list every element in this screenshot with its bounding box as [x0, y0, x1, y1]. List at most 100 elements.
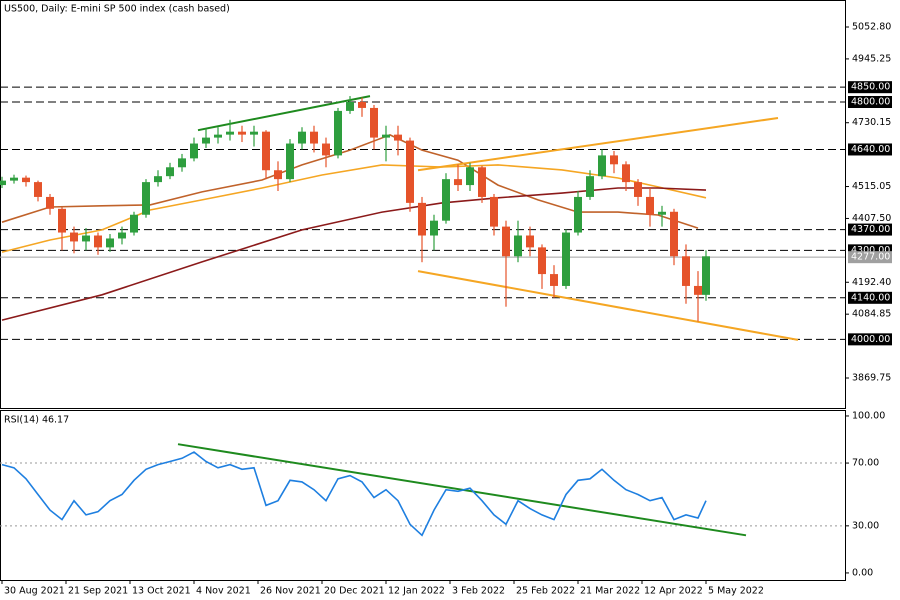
candle-body [34, 182, 42, 197]
level-label-box [848, 333, 892, 346]
chart-title: US500, Daily: E-mini SP 500 index (cash … [4, 4, 230, 15]
candle-body [682, 256, 690, 286]
candle-body [22, 177, 30, 183]
rsi-title: RSI(14) 46.17 [4, 415, 69, 426]
candle-body [262, 131, 270, 171]
candle-body [286, 143, 294, 180]
candle-body [574, 196, 582, 233]
x-tick-label: 20 Dec 2021 [324, 586, 385, 597]
level-label: 4640.00 [851, 144, 890, 155]
candle-body [622, 164, 630, 183]
candle-body [466, 167, 474, 186]
y-tick-label: 4192.40 [852, 277, 891, 288]
candle-body [526, 235, 534, 248]
level-label: 4300.00 [851, 245, 890, 256]
candle-body [694, 285, 702, 295]
candle-body [702, 256, 710, 295]
y-tick-label: 4407.50 [852, 213, 891, 224]
candle-body [154, 176, 162, 183]
candle-body [562, 232, 570, 286]
y-tick-label: 30.00 [852, 520, 879, 531]
level-label: 4850.00 [851, 82, 890, 93]
candle-body [358, 102, 366, 108]
y-tick-label: 70.00 [852, 458, 879, 469]
x-tick-label: 12 Apr 2022 [644, 586, 703, 597]
level-label-box [848, 223, 892, 236]
candle-body [370, 107, 378, 138]
candle-body [418, 202, 426, 236]
candle-body [550, 274, 558, 286]
candle-body [0, 180, 6, 186]
candle-body [298, 131, 306, 144]
candle-body [430, 220, 438, 236]
candle-body [94, 235, 102, 248]
candle-body [382, 134, 390, 138]
level-label-box [848, 143, 892, 156]
y-tick-label: 4515.05 [852, 181, 891, 192]
candle-body [142, 182, 150, 215]
x-tick-label: 30 Aug 2021 [4, 586, 65, 597]
level-label: 4000.00 [851, 334, 890, 345]
candle-body [670, 211, 678, 257]
x-tick-label: 12 Jan 2022 [388, 586, 445, 597]
candle-body [394, 134, 402, 141]
candle-body [250, 131, 258, 135]
x-tick-label: 5 May 2022 [708, 586, 764, 597]
y-tick-label: 4945.25 [852, 53, 891, 64]
level-label: 4140.00 [851, 292, 890, 303]
candle-body [478, 167, 486, 197]
candle-body [130, 214, 138, 233]
candle-body [322, 143, 330, 156]
candle-body [646, 196, 654, 215]
rsi-panel [0, 410, 846, 581]
candle-body [118, 232, 126, 239]
x-tick-label: 21 Mar 2022 [580, 586, 640, 597]
level-label-box [848, 244, 892, 257]
candle-body [598, 155, 606, 177]
candle-body [334, 110, 342, 156]
candle-body [514, 235, 522, 257]
y-tick-label: 3869.75 [852, 372, 891, 383]
candle-body [658, 211, 666, 215]
moving-average [1, 164, 707, 253]
candle-body [166, 167, 174, 177]
candle-body [202, 137, 210, 144]
candle-body [502, 226, 510, 257]
candle-body [490, 196, 498, 227]
candle-body [442, 179, 450, 221]
x-tick-label: 25 Feb 2022 [516, 586, 575, 597]
candle-body [190, 143, 198, 159]
y-tick-label: 0.00 [852, 567, 873, 578]
candle-body [586, 176, 594, 197]
level-label-box [848, 81, 892, 94]
x-tick-label: 13 Oct 2021 [132, 586, 191, 597]
level-label: 4800.00 [851, 97, 890, 108]
price-panel [0, 0, 846, 409]
candle-body [106, 238, 114, 248]
candle-body [58, 208, 66, 233]
rsi-line [1, 451, 707, 537]
trendline [197, 95, 371, 132]
candle-body [226, 131, 234, 135]
candle-body [538, 247, 546, 275]
candle-body [238, 131, 246, 135]
candle-body [70, 232, 78, 242]
candle-body [214, 134, 222, 138]
last-price-box [848, 251, 892, 264]
trendline [417, 270, 799, 341]
x-tick-label: 21 Sep 2021 [68, 586, 128, 597]
candle-body [610, 155, 618, 165]
level-label: 4370.00 [851, 224, 890, 235]
y-tick-label: 5052.80 [852, 21, 891, 32]
candle-body [346, 102, 354, 111]
candle-body [454, 179, 462, 186]
x-tick-label: 26 Nov 2021 [260, 586, 321, 597]
level-label-box [848, 96, 892, 108]
y-tick-label: 4084.85 [852, 309, 891, 320]
y-tick-label: 100.00 [852, 410, 885, 421]
candle-body [178, 158, 186, 168]
y-tick-label: 4730.15 [852, 117, 891, 128]
candle-body [406, 140, 414, 203]
moving-average [1, 187, 707, 321]
